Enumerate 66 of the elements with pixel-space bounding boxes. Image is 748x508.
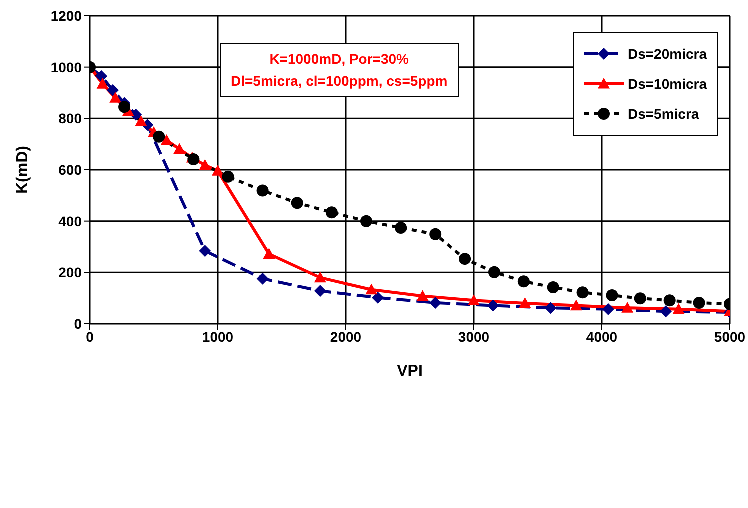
point	[366, 284, 378, 295]
point	[263, 248, 276, 259]
point	[416, 290, 429, 302]
y-tick-label: 200	[58, 264, 82, 281]
point	[110, 92, 122, 103]
point	[96, 78, 109, 89]
legend-label: Ds=10micra	[628, 76, 707, 92]
point	[693, 296, 706, 309]
legend-label: Ds=5micra	[628, 106, 700, 122]
point	[188, 153, 200, 166]
x-tick-label: 2000	[330, 328, 362, 345]
y-axis-title: K(mD)	[14, 146, 32, 194]
point	[256, 272, 269, 285]
x-axis-title: VPI	[397, 363, 423, 380]
annotation: K=1000mD, Por=30%	[268, 50, 410, 69]
point	[488, 266, 500, 278]
point	[314, 272, 326, 283]
point	[153, 130, 166, 143]
point	[459, 253, 472, 266]
x-tick-label: 5000	[714, 328, 746, 345]
point	[519, 297, 532, 308]
point	[606, 290, 618, 302]
point	[576, 286, 589, 299]
note-box: K=1000mD, Por=30% Dl=5micra, cl=100ppm, cs=5ppm	[220, 43, 459, 97]
y-tick-label: 1200	[50, 8, 82, 24]
point	[664, 294, 676, 307]
x-tick-label: 3000	[458, 328, 490, 345]
point	[314, 285, 326, 298]
y-tick-label: 600	[58, 162, 82, 178]
x-tick-label: 0	[86, 328, 94, 345]
point	[395, 222, 408, 234]
point	[107, 84, 120, 96]
point	[326, 206, 338, 219]
point	[622, 302, 634, 313]
y-tick-label: 1000	[50, 59, 82, 76]
point	[547, 282, 560, 294]
point	[660, 306, 672, 318]
point	[199, 245, 212, 258]
x-tick-label: 4000	[586, 328, 618, 345]
legend-label: Ds=20micra	[628, 46, 707, 62]
point	[212, 165, 224, 176]
point	[135, 115, 148, 126]
point	[372, 292, 384, 304]
point	[222, 170, 234, 183]
point	[570, 300, 582, 311]
annotation: Dl=5micra, cl=100ppm, cs=5ppm	[231, 72, 448, 91]
point	[256, 184, 269, 197]
y-tick-label: 800	[58, 110, 82, 127]
point	[487, 300, 500, 312]
point	[96, 70, 108, 82]
x-tick-label: 1000	[202, 328, 234, 345]
point	[602, 303, 614, 316]
point	[291, 197, 304, 210]
point	[430, 228, 442, 240]
point	[360, 215, 372, 228]
point	[468, 294, 480, 306]
point	[634, 292, 646, 305]
point	[199, 159, 212, 170]
point	[544, 302, 557, 314]
y-tick-label: 400	[58, 213, 82, 230]
y-tick-label: 0	[74, 316, 82, 332]
point	[118, 101, 131, 114]
point	[430, 296, 442, 309]
point	[160, 134, 173, 146]
point	[518, 276, 530, 288]
point	[672, 303, 685, 314]
